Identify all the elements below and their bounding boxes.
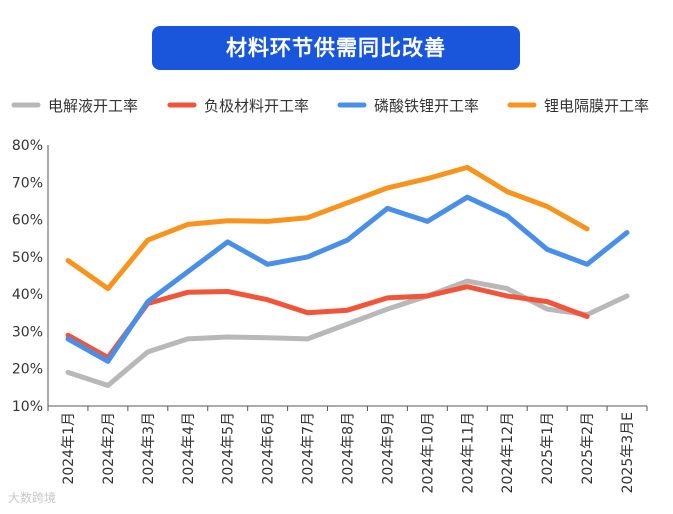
x-tick-label: 2024年11月 bbox=[460, 412, 476, 493]
x-tick-label: 2024年12月 bbox=[500, 412, 516, 493]
watermark-text: 大数跨境 bbox=[8, 491, 57, 505]
series-lines bbox=[65, 164, 630, 388]
y-tick-label: 50% bbox=[12, 250, 43, 266]
legend-label-3: 磷酸铁锂开工率 bbox=[374, 97, 479, 115]
y-tick-label: 40% bbox=[12, 287, 43, 303]
x-tick-label: 2024年9月 bbox=[380, 412, 396, 485]
x-tick-label: 2024年3月 bbox=[141, 412, 157, 485]
y-tick-label: 30% bbox=[12, 324, 43, 340]
series-line-3 bbox=[65, 194, 630, 364]
x-tick-label: 2024年7月 bbox=[301, 412, 317, 485]
x-tick-label: 2025年2月 bbox=[580, 412, 596, 485]
x-tick-label: 2024年6月 bbox=[261, 412, 277, 485]
legend: 电解液开工率 负极材料开工率 磷酸铁锂开工率 锂电隔膜开工率 bbox=[11, 97, 649, 115]
y-tick-label: 70% bbox=[12, 175, 43, 191]
x-axis: 2024年1月 2024年2月 2024年3月 2024年4月 2024年5月 2024年… bbox=[47, 405, 648, 493]
chart-title: 材料环节供需同比改善 bbox=[152, 26, 520, 70]
y-tick-label: 10% bbox=[12, 399, 43, 415]
y-tick-label: 60% bbox=[12, 213, 43, 229]
y-tick-label: 80% bbox=[12, 138, 43, 154]
x-tick-label: 2024年1月 bbox=[61, 412, 77, 485]
x-tick-label: 2024年8月 bbox=[341, 412, 357, 485]
x-tick-label: 2024年2月 bbox=[101, 412, 117, 485]
x-tick-label: 2025年1月 bbox=[540, 412, 556, 485]
y-axis: 10% 20% 30% 40% 50% 60% 70% 80% bbox=[12, 138, 49, 415]
series-line-4 bbox=[65, 164, 590, 292]
legend-label-4: 锂电隔膜开工率 bbox=[544, 97, 649, 115]
x-tick-label: 2024年5月 bbox=[221, 412, 237, 485]
y-tick-label: 20% bbox=[12, 362, 43, 378]
legend-label-2: 负极材料开工率 bbox=[204, 97, 309, 115]
x-tick-label: 2025年3月E bbox=[620, 412, 636, 493]
series-line-2 bbox=[65, 284, 590, 360]
x-tick-label: 2024年10月 bbox=[420, 412, 436, 493]
x-tick-label: 2024年4月 bbox=[181, 412, 197, 485]
legend-label-1: 电解液开工率 bbox=[48, 97, 138, 115]
series-line-1 bbox=[65, 278, 630, 388]
